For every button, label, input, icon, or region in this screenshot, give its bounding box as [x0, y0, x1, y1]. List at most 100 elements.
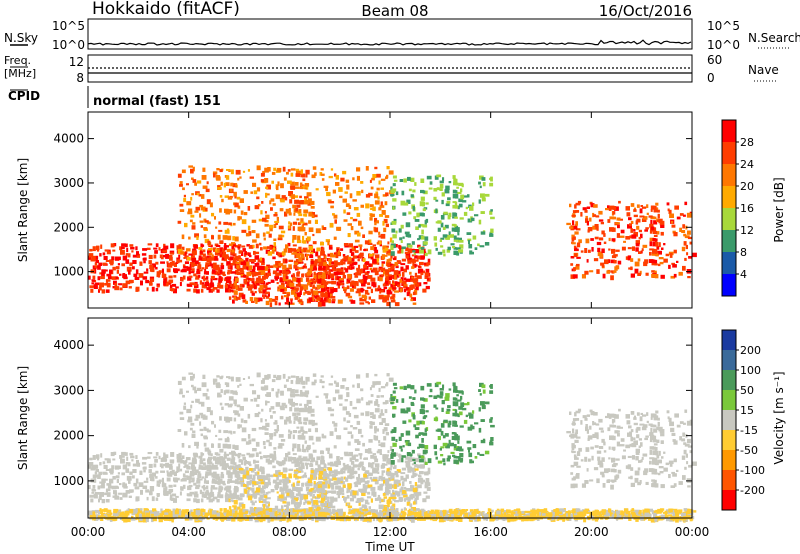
velocity-cell — [257, 474, 262, 480]
power-cell — [353, 262, 358, 265]
colorbar-tick-label: 16 — [740, 202, 754, 215]
power-cell — [422, 190, 426, 194]
velocity-cell — [122, 492, 127, 498]
power-cell — [260, 210, 263, 215]
velocity-cell — [105, 469, 111, 471]
power-cell — [314, 259, 320, 262]
power-cell — [356, 269, 360, 275]
power-cell — [397, 270, 401, 275]
power-cell — [111, 276, 117, 280]
power-cell — [615, 249, 620, 252]
velocity-cell — [390, 517, 393, 522]
power-cell — [313, 273, 317, 279]
velocity-cell — [363, 488, 367, 494]
velocity-cell — [206, 517, 210, 520]
velocity-cell — [197, 471, 201, 475]
power-cell — [263, 294, 266, 299]
velocity-cell — [388, 490, 391, 494]
power-cell — [282, 273, 286, 276]
freq-label-1: Freq. — [4, 54, 31, 67]
power-cell — [250, 246, 253, 249]
power-cell — [190, 214, 195, 218]
power-cell — [328, 246, 333, 250]
velocity-cell — [233, 462, 237, 466]
power-cell — [231, 242, 236, 245]
power-cell — [105, 260, 111, 262]
power-cell — [288, 259, 294, 262]
velocity-cell — [608, 508, 612, 513]
velocity-cell — [320, 483, 324, 488]
velocity-cell — [336, 485, 341, 490]
power-cell — [345, 203, 350, 207]
velocity-cell — [229, 465, 234, 470]
power-cell — [142, 248, 148, 251]
power-cell — [446, 236, 450, 239]
velocity-cell — [328, 467, 332, 471]
power-cell — [211, 235, 214, 240]
velocity-cell — [90, 498, 94, 503]
velocity-cell — [93, 517, 99, 521]
power-cell — [420, 178, 425, 183]
power-cell — [191, 225, 196, 230]
power-cell — [489, 210, 493, 215]
velocity-cell — [229, 490, 232, 494]
velocity-cell — [186, 498, 191, 502]
power-cell — [361, 283, 366, 287]
velocity-cell — [132, 463, 137, 467]
power-cell — [247, 252, 251, 256]
power-cell — [480, 231, 486, 235]
velocity-cell — [468, 516, 472, 522]
power-cell — [639, 215, 645, 218]
power-cell — [615, 222, 620, 225]
power-cell — [266, 287, 271, 290]
power-cell — [574, 231, 579, 235]
velocity-cell — [99, 509, 103, 514]
velocity-cell — [211, 478, 216, 483]
velocity-cell — [567, 517, 572, 521]
power-cell — [231, 243, 236, 247]
power-cell — [228, 278, 231, 284]
velocity-cell — [279, 487, 285, 492]
power-cell — [277, 181, 280, 187]
power-cell — [356, 282, 359, 287]
velocity-cell — [371, 516, 375, 519]
power-cell — [360, 181, 364, 184]
power-cell — [411, 266, 415, 269]
power-cell — [143, 257, 147, 261]
power-cell — [323, 259, 327, 263]
velocity-cell — [287, 456, 293, 462]
velocity-cell — [202, 491, 205, 494]
velocity-cell — [373, 514, 378, 518]
velocity-cell — [245, 484, 249, 489]
colorbar-segment — [722, 274, 736, 297]
power-cell — [652, 230, 657, 234]
power-cell — [373, 247, 377, 251]
power-cell — [193, 244, 198, 249]
velocity-cell — [403, 477, 407, 482]
power-cell — [364, 271, 369, 276]
power-cell — [323, 185, 329, 188]
power-cell — [153, 247, 158, 250]
velocity-cell — [310, 474, 314, 479]
velocity-cell — [388, 467, 392, 471]
power-cell — [267, 167, 271, 172]
velocity-cell — [385, 479, 390, 485]
power-cell — [290, 181, 295, 186]
velocity-cell — [143, 469, 146, 473]
velocity-cell — [254, 464, 260, 469]
velocity-cell — [403, 498, 407, 502]
power-cell — [316, 247, 321, 252]
power-cell — [390, 263, 393, 267]
velocity-cell — [631, 514, 635, 519]
power-cell — [168, 255, 173, 259]
power-cell — [98, 262, 103, 266]
power-cell — [374, 249, 379, 254]
power-cell — [436, 174, 442, 178]
velocity-cell — [291, 499, 296, 505]
velocity-cell — [129, 489, 134, 493]
velocity-cell — [298, 455, 302, 461]
power-cell — [227, 196, 233, 200]
power-cell — [653, 234, 658, 237]
power-cell — [215, 248, 220, 253]
velocity-cell — [207, 457, 212, 461]
